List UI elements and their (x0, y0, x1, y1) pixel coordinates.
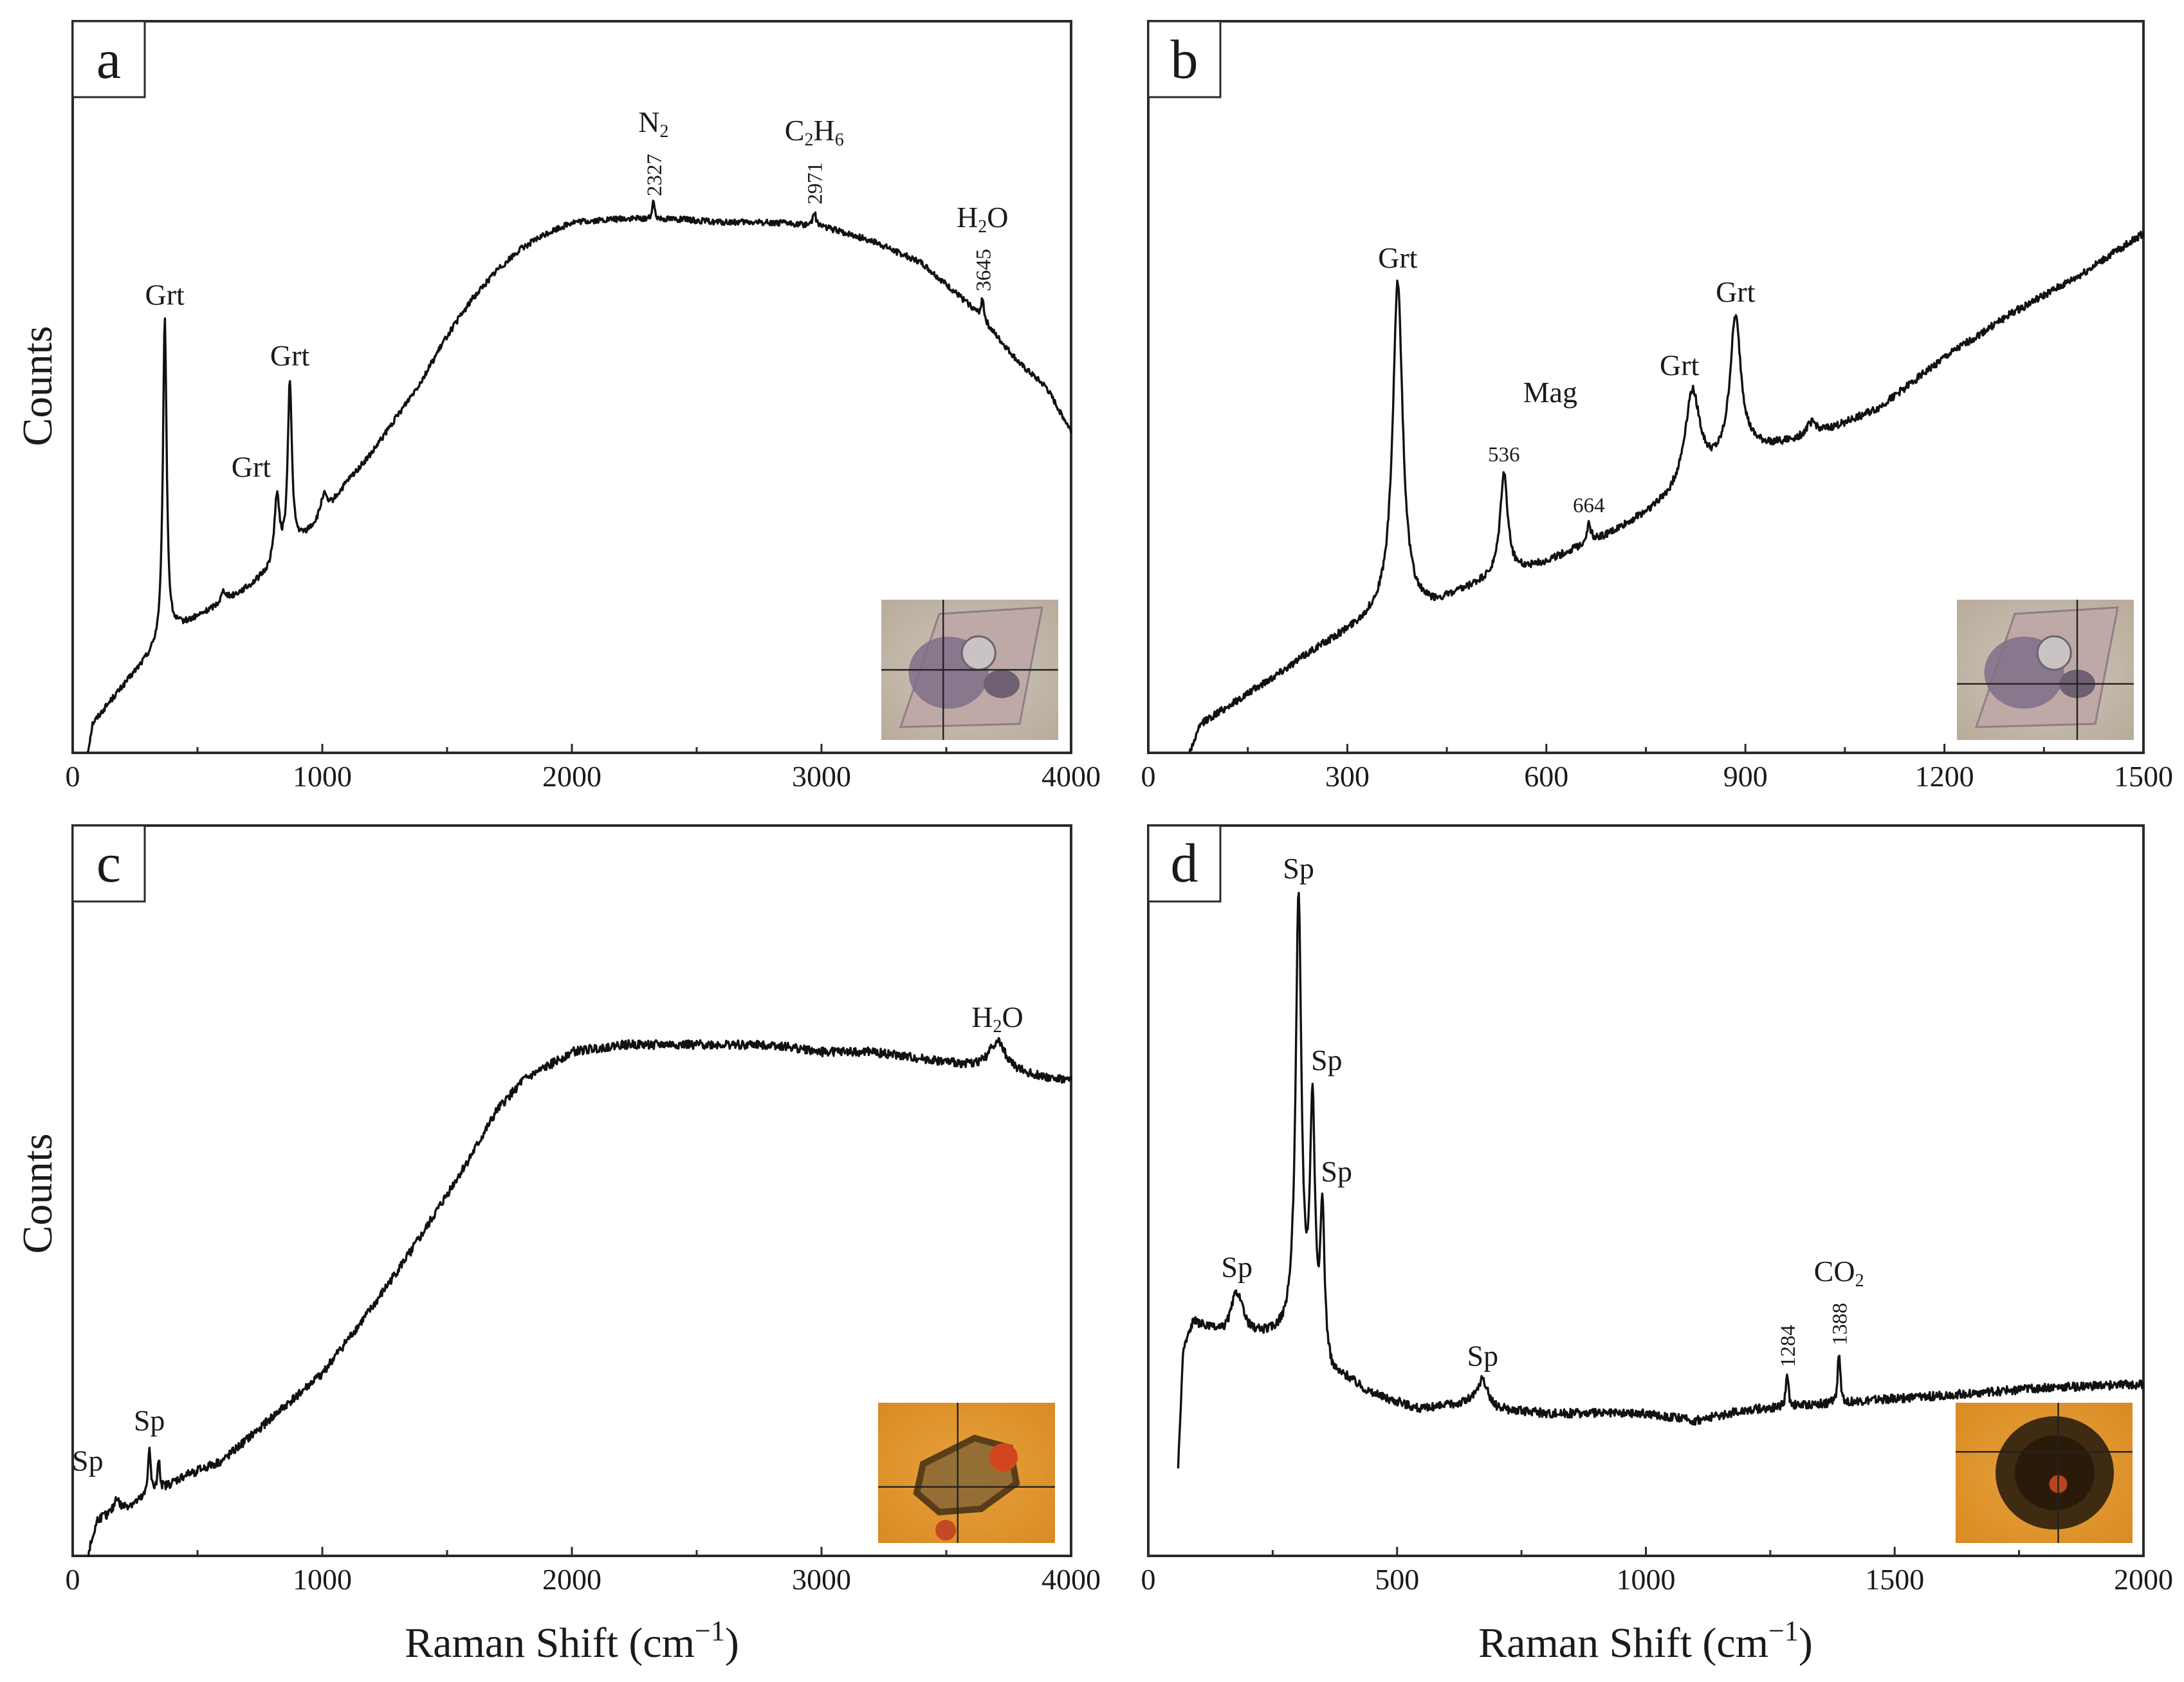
panel-letter-box-a (71, 20, 146, 98)
panel-a: a 0 1000 2000 3000 4000 Grt Grt Grt 2327 N2 2971 C… (14, 20, 1101, 793)
x-axis-title-c: Raman Shift (cm−1) (405, 1615, 739, 1667)
spectrum-line-a (86, 199, 1072, 753)
panel-b: b 0 300 600 900 1200 1500 Grt 536 Mag 664 Grt Grt (1141, 20, 2173, 793)
inclusion-small-c (935, 1520, 956, 1540)
wavenumber-label-a-3: 2327 (643, 154, 666, 196)
wavenumber-label-d-6: 1284 (1777, 1325, 1800, 1367)
peak-label-d-5: CO2 (1814, 1255, 1864, 1291)
x-tick-label-a-0: 0 (66, 760, 80, 793)
peak-label-d-3: Sp (1321, 1155, 1352, 1188)
peak-label-a-5: H2O (957, 201, 1008, 237)
x-tick-label-d-3: 1500 (1865, 1563, 1924, 1596)
peak-label-c-2: H2O (971, 1001, 1023, 1037)
x-axis-a: 0 1000 2000 3000 4000 (66, 744, 1101, 793)
spectrum-line-c (87, 1037, 1072, 1557)
y-axis-title-c: Counts (14, 1133, 61, 1253)
micrograph-inset-d (1956, 1403, 2133, 1543)
x-tick-label-a-2: 2000 (542, 760, 601, 793)
peak-label-b-4: Grt (1716, 275, 1756, 308)
x-tick-label-c-3: 3000 (792, 1563, 851, 1596)
x-tick-label-d-4: 2000 (2114, 1563, 2173, 1596)
x-tick-label-a-4: 4000 (1042, 760, 1101, 793)
peak-label-a-2: Grt (270, 339, 310, 372)
bubble-a (960, 635, 996, 671)
peak-label-b-0: Grt (1378, 241, 1418, 274)
wavenumber-label-a-5: 3645 (972, 249, 995, 291)
x-axis-c: 0 1000 2000 3000 4000 (66, 1547, 1101, 1596)
peak-label-d-2: Sp (1311, 1044, 1343, 1077)
wavenumber-label-b-1: 536 (1488, 443, 1520, 467)
panel-letter-a: a (96, 28, 121, 90)
peak-label-a-4: C2H6 (785, 114, 844, 150)
y-axis-title-a: Counts (14, 326, 61, 446)
peak-annotations-b: Grt 536 Mag 664 Grt Grt (1378, 241, 1755, 517)
wavenumber-label-d-5: 1388 (1829, 1303, 1852, 1345)
micrograph-inset-a (881, 600, 1058, 740)
peak-label-d-0: Sp (1221, 1250, 1253, 1283)
x-tick-label-a-3: 3000 (792, 760, 851, 793)
panel-letter-box-d (1147, 824, 1222, 903)
x-tick-label-b-5: 1500 (2114, 760, 2173, 793)
x-tick-label-b-4: 1200 (1915, 760, 1974, 793)
peak-label-c-0: Sp (72, 1444, 104, 1477)
peak-label-b-1: Mag (1523, 376, 1577, 409)
x-tick-label-c-4: 4000 (1042, 1563, 1101, 1596)
x-tick-label-a-1: 1000 (293, 760, 352, 793)
panel-c: c 0 1000 2000 3000 4000 Sp Sp H2O Counts Raman… (14, 824, 1101, 1667)
peak-annotations-d: Sp Sp Sp Sp Sp 1388 CO2 1284 (1221, 852, 1864, 1372)
x-tick-label-d-0: 0 (1141, 1563, 1156, 1596)
spectrum-line-d (1177, 892, 2145, 1469)
peak-label-a-1: Grt (232, 450, 271, 483)
micrograph-inset-c (878, 1403, 1055, 1543)
peak-label-a-3: N2 (638, 106, 668, 142)
panel-d: d 0 500 1000 1500 2000 Sp Sp Sp Sp Sp 1388 CO2 1284… (1141, 824, 2173, 1667)
wavenumber-label-a-4: 2971 (804, 162, 827, 205)
panel-letter-box-b (1147, 20, 1222, 98)
peak-label-c-1: Sp (134, 1404, 165, 1437)
inclusion-d (2015, 1436, 2095, 1510)
bubble-c (989, 1443, 1018, 1472)
inclusion-small-a (984, 669, 1020, 698)
x-tick-label-b-0: 0 (1141, 760, 1156, 793)
peak-label-b-3: Grt (1660, 349, 1700, 382)
x-tick-label-c-0: 0 (66, 1563, 80, 1596)
x-tick-label-c-2: 2000 (542, 1563, 601, 1596)
panel-letter-c: c (96, 832, 121, 894)
x-tick-label-b-3: 900 (1723, 760, 1768, 793)
x-tick-label-b-2: 600 (1524, 760, 1568, 793)
x-tick-label-d-1: 500 (1375, 1563, 1419, 1596)
x-tick-label-c-1: 1000 (293, 1563, 352, 1596)
micrograph-inset-b (1957, 600, 2134, 740)
x-axis-b: 0 300 600 900 1200 1500 (1141, 744, 2173, 793)
peak-label-d-1: Sp (1283, 852, 1314, 885)
peak-label-d-4: Sp (1467, 1339, 1498, 1372)
panel-letter-d: d (1171, 832, 1198, 894)
wavenumber-label-b-2: 664 (1573, 494, 1605, 517)
spectrum-line-b (1188, 230, 2145, 753)
x-axis-d: 0 500 1000 1500 2000 (1141, 1547, 2173, 1596)
x-tick-label-b-1: 300 (1325, 760, 1370, 793)
peak-annotations-c: Sp Sp H2O (72, 1001, 1023, 1477)
peak-annotations-a: Grt Grt Grt 2327 N2 2971 C2H6 3645 H2O (145, 106, 1009, 483)
x-axis-title-d: Raman Shift (cm−1) (1478, 1615, 1813, 1667)
bubble-b (2036, 635, 2072, 671)
panel-letter-b: b (1171, 28, 1198, 90)
panel-letter-box-c (71, 824, 146, 903)
x-tick-label-d-2: 1000 (1617, 1563, 1676, 1596)
peak-label-a-0: Grt (145, 279, 185, 311)
